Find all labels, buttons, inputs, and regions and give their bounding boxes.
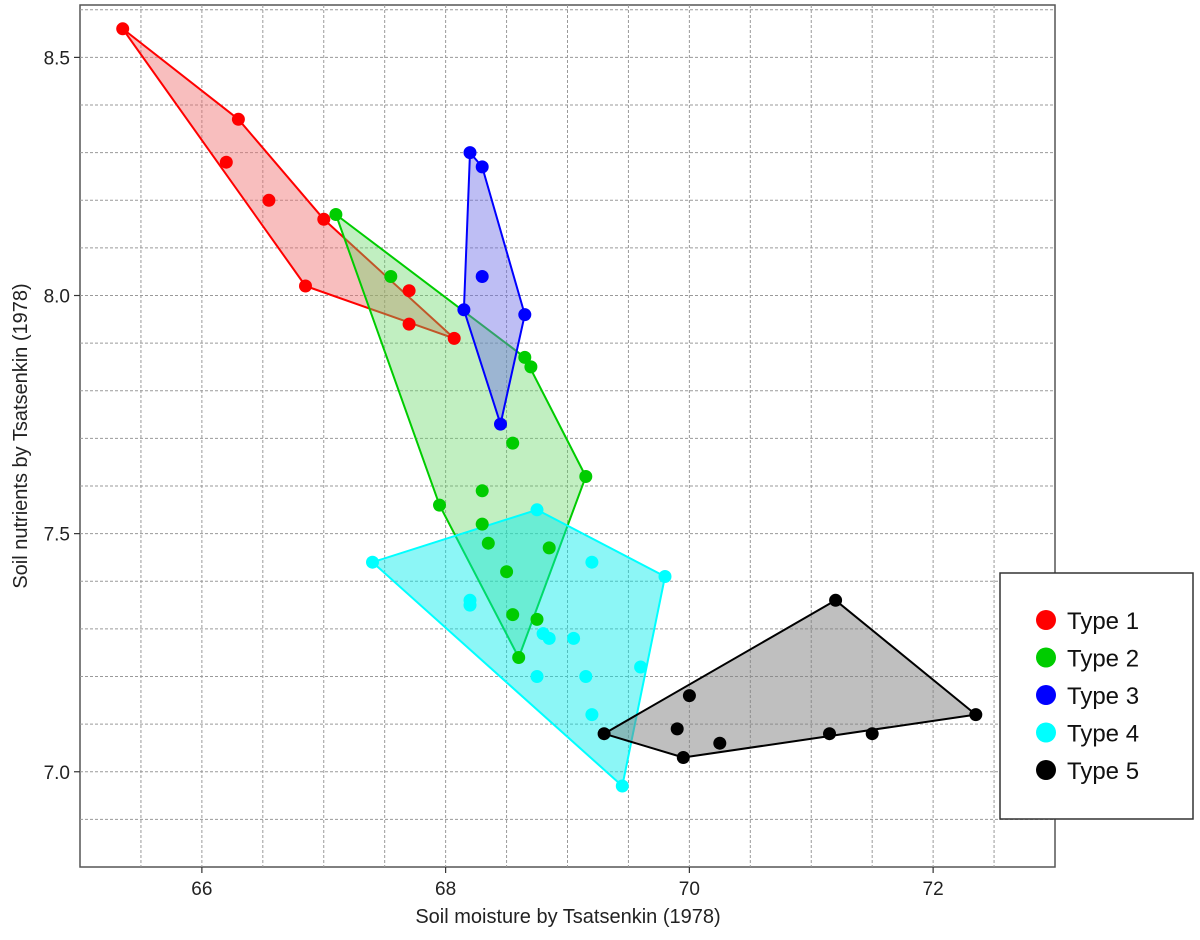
legend-marker-type-3 — [1036, 685, 1056, 705]
grid-lines — [80, 5, 1055, 867]
legend-label-type-3: Type 3 — [1067, 683, 1139, 710]
point-type-2 — [475, 484, 489, 498]
point-type-4 — [530, 503, 544, 517]
y-tick-label: 7.5 — [44, 525, 70, 546]
point-type-3 — [457, 303, 471, 317]
point-type-2 — [542, 541, 556, 555]
point-type-5 — [713, 736, 727, 750]
point-type-5 — [682, 689, 696, 703]
point-type-1 — [402, 317, 416, 331]
point-type-1 — [447, 331, 461, 345]
point-type-4 — [579, 670, 593, 683]
point-type-3 — [475, 270, 489, 283]
point-type-5 — [829, 593, 843, 607]
point-type-2 — [506, 436, 520, 450]
point-type-5 — [969, 708, 983, 722]
point-type-2 — [433, 498, 446, 512]
point-type-2 — [475, 517, 489, 531]
point-type-3 — [463, 146, 477, 160]
point-type-1 — [262, 193, 276, 207]
point-type-2 — [518, 350, 532, 364]
y-axis-title: Soil nutrients by Tsatsenkin (1978) — [10, 283, 32, 588]
point-type-2 — [579, 470, 593, 483]
point-type-4 — [542, 631, 556, 645]
point-type-2 — [524, 360, 538, 374]
x-axis-title: Soil moisture by Tsatsenkin (1978) — [415, 906, 720, 928]
point-type-2 — [384, 270, 398, 283]
point-type-4 — [658, 570, 672, 583]
legend-label-type-2: Type 2 — [1067, 646, 1139, 673]
point-type-2 — [506, 608, 520, 622]
point-type-5 — [597, 727, 611, 741]
point-type-1 — [219, 155, 233, 169]
point-type-1 — [299, 279, 312, 293]
point-type-2 — [500, 565, 514, 579]
legend-marker-type-2 — [1036, 647, 1056, 668]
legend-label-type-4: Type 4 — [1067, 721, 1139, 748]
legend-label-type-5: Type 5 — [1067, 758, 1139, 785]
point-type-2 — [481, 536, 495, 550]
y-tick-label: 8.5 — [44, 48, 70, 69]
point-type-4 — [366, 555, 379, 569]
point-type-4 — [567, 631, 581, 645]
point-type-5 — [823, 727, 836, 741]
legend-box — [999, 572, 1194, 820]
legend-marker-type-1 — [1036, 610, 1056, 630]
point-type-5 — [676, 751, 690, 764]
x-tick-label: 68 — [435, 879, 456, 900]
y-tick-label: 8.0 — [44, 287, 70, 308]
legend-label-type-1: Type 1 — [1067, 608, 1139, 635]
point-type-5 — [865, 727, 879, 741]
x-tick-label: 66 — [191, 879, 212, 900]
point-type-5 — [670, 722, 684, 736]
y-tick-label: 7.0 — [44, 763, 70, 784]
point-type-3 — [518, 308, 532, 322]
legend-marker-type-5 — [1036, 760, 1056, 780]
point-type-1 — [231, 112, 245, 126]
point-type-2 — [530, 612, 544, 626]
point-type-1 — [402, 284, 416, 298]
point-type-3 — [494, 417, 507, 431]
point-type-2 — [512, 651, 526, 664]
data-points — [116, 22, 983, 793]
legend-marker-type-4 — [1036, 722, 1056, 743]
point-type-4 — [463, 598, 477, 612]
point-type-1 — [116, 22, 130, 36]
point-type-2 — [329, 208, 343, 221]
point-type-3 — [475, 160, 489, 174]
axis-ticks: 66 68 70 72 7.0 7.5 8.0 8.5 — [44, 48, 944, 900]
point-type-1 — [317, 212, 331, 226]
point-type-4 — [585, 708, 599, 722]
x-tick-label: 72 — [923, 879, 944, 900]
point-type-4 — [615, 779, 629, 793]
hull-type-2 — [334, 213, 587, 659]
point-type-4 — [634, 660, 648, 674]
point-type-4 — [530, 670, 544, 683]
x-tick-label: 70 — [679, 879, 700, 900]
legend: Type 1 Type 2 Type 3 Type 4 Type 5 — [999, 572, 1194, 820]
point-type-4 — [585, 555, 599, 569]
